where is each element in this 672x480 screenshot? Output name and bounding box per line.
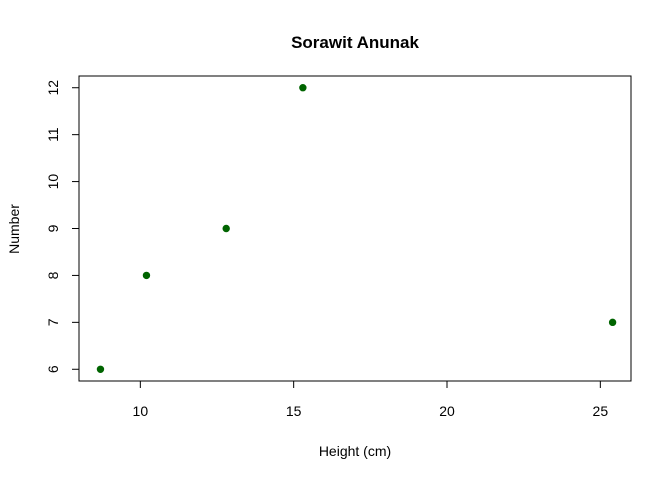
x-tick-label: 20 [439, 403, 455, 419]
y-tick-label: 9 [45, 224, 61, 232]
x-axis-label: Height (cm) [319, 443, 391, 459]
data-point [299, 84, 307, 92]
data-point [142, 271, 151, 280]
y-tick-label: 8 [45, 271, 61, 279]
y-tick-label: 12 [45, 80, 61, 96]
y-tick-label: 7 [45, 318, 61, 326]
y-tick-label: 10 [45, 174, 61, 190]
y-axis: 6 7 8 9 10 11 12 [45, 80, 80, 373]
x-tick-label: 25 [593, 403, 609, 419]
chart-title: Sorawit Anunak [291, 33, 419, 52]
y-tick-label: 6 [45, 365, 61, 373]
y-axis-label: Number [6, 204, 22, 254]
data-point [96, 365, 105, 373]
data-point [222, 224, 230, 233]
data-points [96, 84, 617, 373]
x-tick-label: 15 [286, 403, 302, 419]
y-tick-label: 11 [45, 127, 61, 142]
x-axis: 10 15 20 25 [133, 380, 609, 419]
x-tick-label: 10 [133, 403, 149, 419]
data-point [608, 318, 617, 327]
plot-frame [78, 75, 632, 382]
